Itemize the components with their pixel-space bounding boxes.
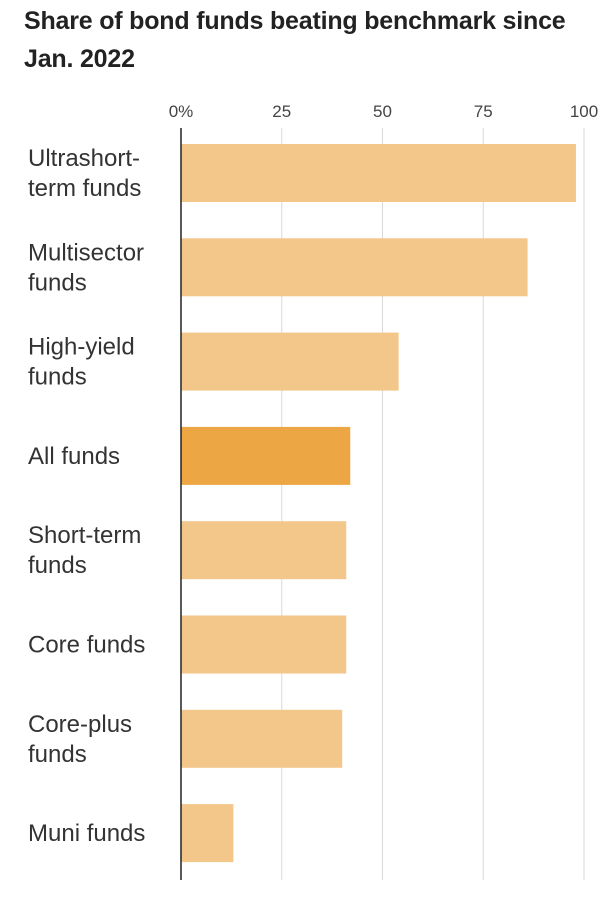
x-tick-label: 25 <box>272 102 291 121</box>
bar <box>181 521 347 580</box>
x-tick-label: 0% <box>169 102 194 121</box>
category-label: Core funds <box>28 632 145 659</box>
category-label: All funds <box>28 443 120 470</box>
x-tick-label: 100 <box>570 102 598 121</box>
category-label: Short-term <box>28 522 141 549</box>
category-label: Muni funds <box>28 820 145 847</box>
bar <box>181 804 234 863</box>
bar <box>181 426 351 485</box>
x-tick-label: 75 <box>474 102 493 121</box>
bar <box>181 615 347 674</box>
bars <box>181 144 576 863</box>
bar <box>181 144 576 202</box>
bar <box>181 332 399 391</box>
x-axis-ticks: 0% 25 50 75 100 <box>169 102 598 121</box>
category-label: funds <box>28 364 87 391</box>
category-label: High-yield <box>28 334 135 361</box>
chart-title: Share of bond funds beating benchmark si… <box>24 7 566 73</box>
category-label: funds <box>28 269 87 296</box>
x-tick-label: 50 <box>373 102 392 121</box>
bar <box>181 238 528 297</box>
bar <box>181 709 343 768</box>
category-label: funds <box>28 552 87 579</box>
category-labels: Ultrashort-term funds Multisector funds Hig… <box>28 145 145 847</box>
category-label: term funds <box>28 175 141 202</box>
category-label: funds <box>28 741 87 768</box>
category-label: Core-plus <box>28 711 132 738</box>
category-label: Multisector <box>28 239 144 266</box>
category-label: Ultrashort- <box>28 145 140 172</box>
